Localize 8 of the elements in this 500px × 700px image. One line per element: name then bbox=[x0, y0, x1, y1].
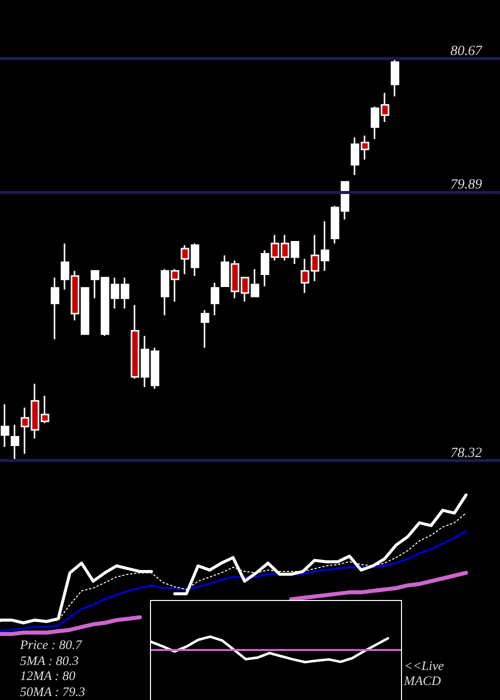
y-tick-label: 78.32 bbox=[450, 446, 482, 462]
y-tick-label: 80.67 bbox=[450, 44, 483, 60]
text: <<Live MACD bbox=[404, 658, 445, 688]
y-tick-label: 79.89 bbox=[450, 178, 482, 193]
text: 5MA : 80.3 bbox=[20, 652, 79, 668]
text: Price : 80.7 bbox=[20, 637, 82, 652]
text: 12MA : 80 bbox=[20, 668, 76, 684]
text: 50MA : 79.3 bbox=[20, 684, 86, 699]
